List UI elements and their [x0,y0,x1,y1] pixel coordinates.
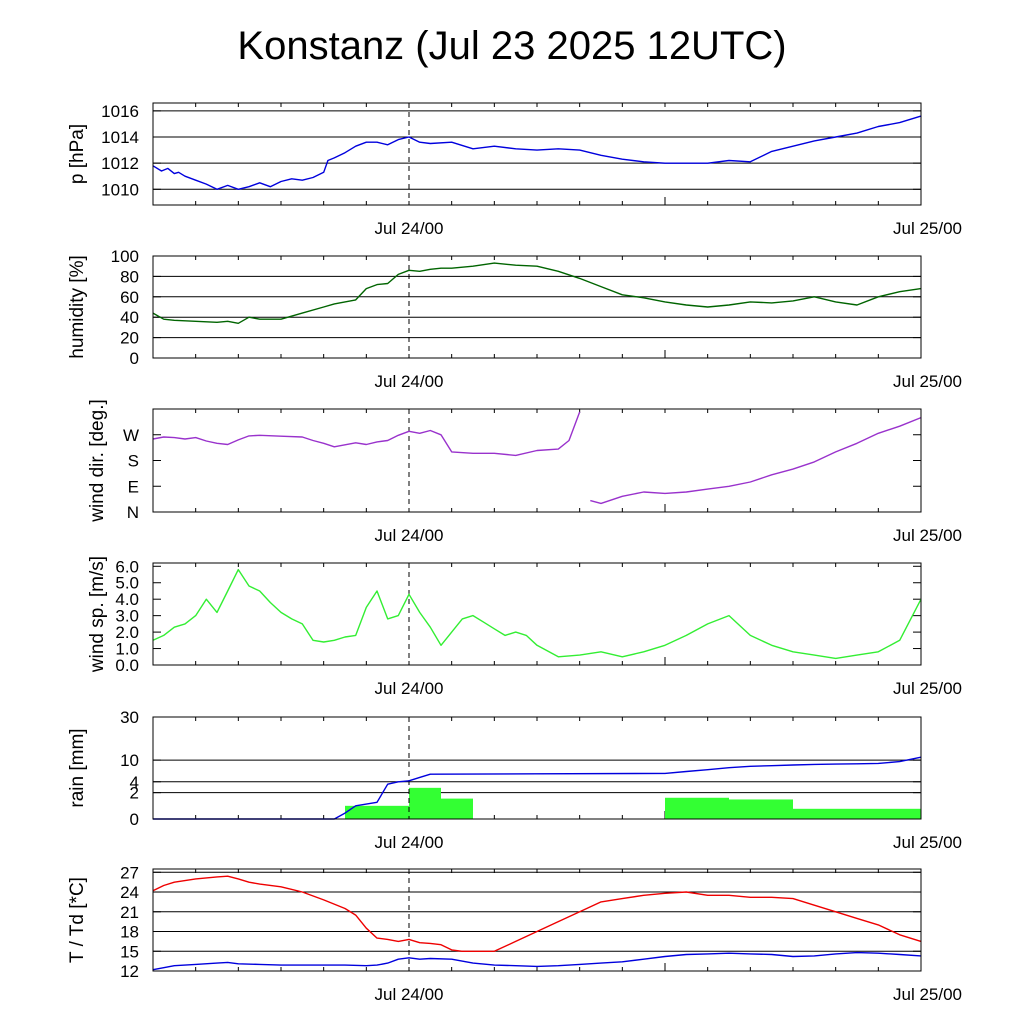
series-line-2 [152,951,922,971]
series-line-1 [152,115,922,191]
x-tick-label: Jul 24/00 [375,833,444,852]
chart-title: Konstanz (Jul 23 2025 12UTC) [237,24,787,68]
y-axis-label: T / Td [*C] [67,877,88,963]
y-tick-label: 1016 [101,102,139,121]
rain-bar [665,797,729,819]
y-tick-label: 0.0 [115,656,139,675]
x-tick-label: Jul 24/00 [375,219,444,238]
y-tick-label: E [128,477,139,496]
y-tick-label: 1.0 [115,640,139,659]
y-tick-label: 0 [130,349,139,368]
plot-frame [152,408,922,513]
series-line-1 [152,262,922,324]
y-tick-label: 24 [120,883,139,902]
rain-bar [729,799,793,819]
x-tick-label: Jul 25/00 [893,833,962,852]
y-tick-label: 100 [111,247,139,266]
y-tick-label: 27 [120,863,139,882]
y-tick-label: 3.0 [115,607,139,626]
y-tick-label: 80 [120,267,139,286]
plot-frame [152,868,922,972]
y-axis-label: humidity [%] [67,255,88,358]
y-tick-label: S [128,452,139,471]
x-tick-label: Jul 24/00 [375,526,444,545]
panel-1: 1010 1012 1014 1016 p [hPa] Jul 24/00 Jul 25/0… [67,102,962,238]
plot-frame [152,102,922,206]
y-axis-label: p [hPa] [67,124,88,184]
y-tick-label: 18 [120,923,139,942]
y-axis-label: wind sp. [m/s] [87,556,108,673]
x-tick-label: Jul 24/00 [375,985,444,1004]
y-tick-label: 6.0 [115,557,139,576]
plot-frame [152,716,922,820]
y-axis-label: wind dir. [deg.] [87,399,108,523]
x-tick-label: Jul 24/00 [375,679,444,698]
rain-bar [441,798,473,819]
y-tick-label: 4 [130,773,139,792]
plot-frame [152,255,922,359]
y-tick-label: 1014 [101,128,139,147]
panel-5: 0 24 10 30 rain [mm] Jul 24/00 Jul 25/00 [67,708,962,852]
y-tick-label: W [123,426,139,445]
x-tick-label: Jul 25/00 [893,679,962,698]
y-tick-label: 30 [120,708,139,727]
x-tick-label: Jul 24/00 [375,372,444,391]
x-tick-label: Jul 25/00 [893,526,962,545]
y-tick-label: 2.0 [115,623,139,642]
rain-bar [345,805,409,819]
y-tick-label: 5.0 [115,574,139,593]
y-tick-label: 15 [120,942,139,961]
series-line-1 [152,411,581,457]
y-tick-label: 40 [120,308,139,327]
y-tick-label: 1010 [101,180,139,199]
series-line-1 [152,568,922,660]
y-axis-label: rain [mm] [67,728,88,807]
y-tick-label: 2 [130,784,139,803]
series-line-2 [590,416,922,505]
y-tick-label: 10 [120,751,139,770]
series-line-1 [153,756,922,820]
y-tick-label: 12 [120,962,139,981]
y-tick-label: 0 [130,810,139,829]
x-tick-label: Jul 25/00 [893,219,962,238]
x-tick-label: Jul 25/00 [893,372,962,391]
series-line-1 [152,875,922,952]
y-tick-label: 4.0 [115,590,139,609]
plot-frame [152,562,922,666]
rain-bar [409,787,441,819]
rain-bar [793,808,921,819]
y-tick-label: 60 [120,288,139,307]
y-tick-label: 20 [120,329,139,348]
y-tick-label: N [127,503,139,522]
x-tick-label: Jul 25/00 [893,985,962,1004]
y-tick-label: 1012 [101,154,139,173]
y-tick-label: 21 [120,903,139,922]
panel-4: 0.01.02.03.04.05.06.0 wind sp. [m/s] Jul 2… [87,556,962,698]
